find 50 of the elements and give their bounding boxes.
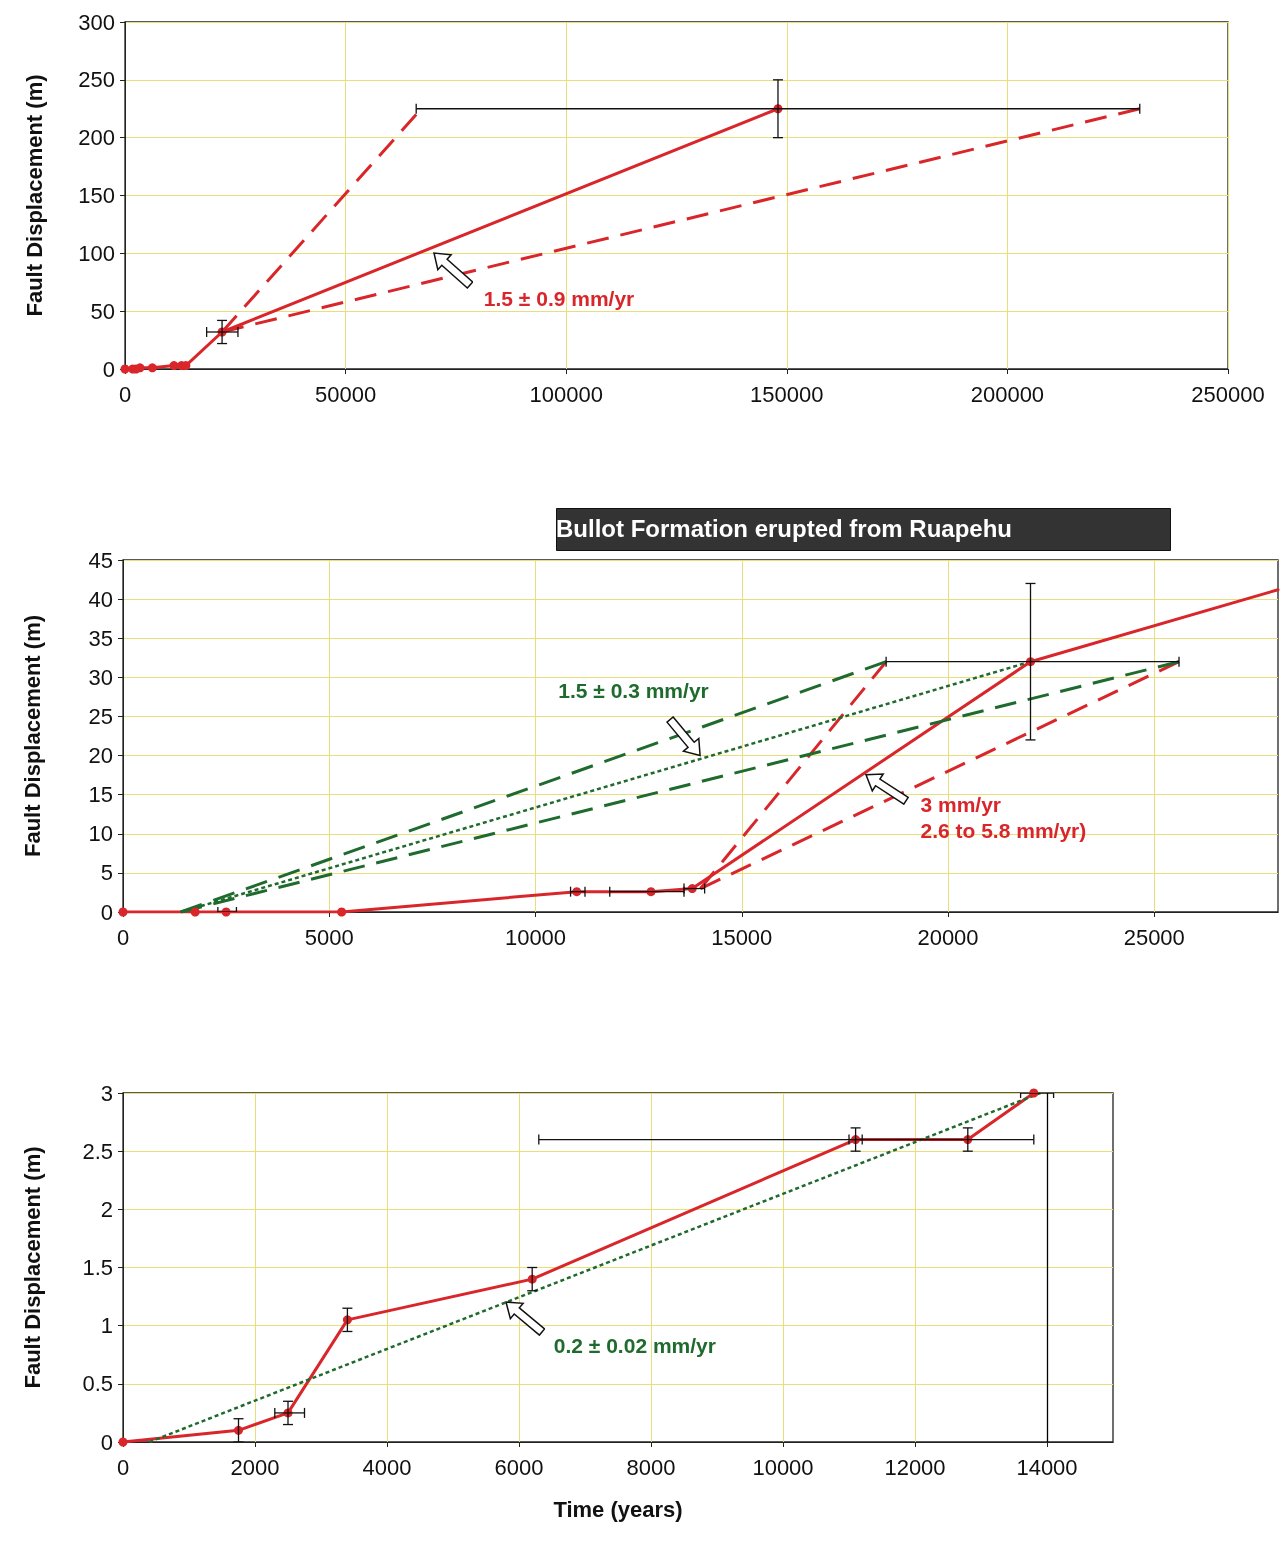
x-tick-label: 8000 xyxy=(626,1454,676,1480)
x-tick-label: 250000 xyxy=(1191,381,1265,407)
x-tick-label: 10000 xyxy=(504,924,567,950)
y-axis-title: Fault Displacement (m) xyxy=(19,614,45,858)
y-tick-label: 200 xyxy=(78,125,115,151)
y-tick-label: 0 xyxy=(102,356,115,382)
y-tick-label: 0 xyxy=(100,899,113,925)
y-tick-label: 25 xyxy=(88,703,113,729)
y-tick-label: 1.5 xyxy=(82,1255,113,1280)
y-tick-label: 2.5 xyxy=(82,1138,113,1164)
x-tick-label: 200000 xyxy=(970,381,1045,407)
x-tick-label: 12000 xyxy=(884,1454,946,1480)
y-tick-label: 50 xyxy=(90,298,115,324)
y-tick-label: 0.5 xyxy=(82,1371,113,1397)
annotation: 1.5 ± 0.3 mm/yr xyxy=(558,679,709,703)
text: Bullot Formation erupted from Ruapehu xyxy=(556,514,1012,542)
x-tick-label: 20000 xyxy=(917,924,979,950)
x-tick-label: 50000 xyxy=(315,381,377,407)
x-tick-label: 2000 xyxy=(230,1454,280,1480)
y-tick-label: 2 xyxy=(100,1196,113,1222)
y-tick-label: 45 xyxy=(88,547,113,573)
y-axis-title: Fault Displacement (m) xyxy=(19,1146,45,1389)
y-tick-label: 100 xyxy=(78,240,115,266)
x-tick-label: 4000 xyxy=(362,1454,412,1480)
x-tick-label: 5000 xyxy=(304,924,354,950)
x-tick-label: 25000 xyxy=(1123,924,1185,950)
x-tick-label: 10000 xyxy=(752,1454,814,1480)
x-tick-label: 150000 xyxy=(750,381,824,407)
y-tick-label: 30 xyxy=(88,664,113,690)
y-tick-label: 35 xyxy=(88,625,113,651)
y-axis-title: Fault Displacement (m) xyxy=(21,74,47,317)
x-tick-label: 14000 xyxy=(1016,1454,1078,1480)
x-tick-label: 100000 xyxy=(529,381,603,407)
y-tick-label: 3 xyxy=(100,1080,113,1106)
y-tick-label: 300 xyxy=(78,9,115,35)
y-tick-label: 250 xyxy=(78,67,115,93)
annotation: 0.2 ± 0.02 mm/yr xyxy=(553,1333,716,1357)
x-tick-label: 15000 xyxy=(711,924,773,950)
y-tick-label: 1 xyxy=(100,1313,113,1339)
y-tick-label: 150 xyxy=(78,183,115,208)
y-tick-label: 15 xyxy=(88,782,113,808)
x-tick-label: 6000 xyxy=(494,1454,544,1480)
x-axis-title: Time (years) xyxy=(553,1496,683,1522)
y-tick-label: 40 xyxy=(88,586,113,612)
annotation: 1.5 ± 0.9 mm/yr xyxy=(483,286,635,310)
y-tick-label: 20 xyxy=(88,743,113,769)
y-tick-label: 10 xyxy=(88,821,113,847)
x-tick-label: 0 xyxy=(118,381,132,407)
y-tick-label: 0 xyxy=(100,1429,113,1455)
y-tick-label: 5 xyxy=(100,860,113,886)
